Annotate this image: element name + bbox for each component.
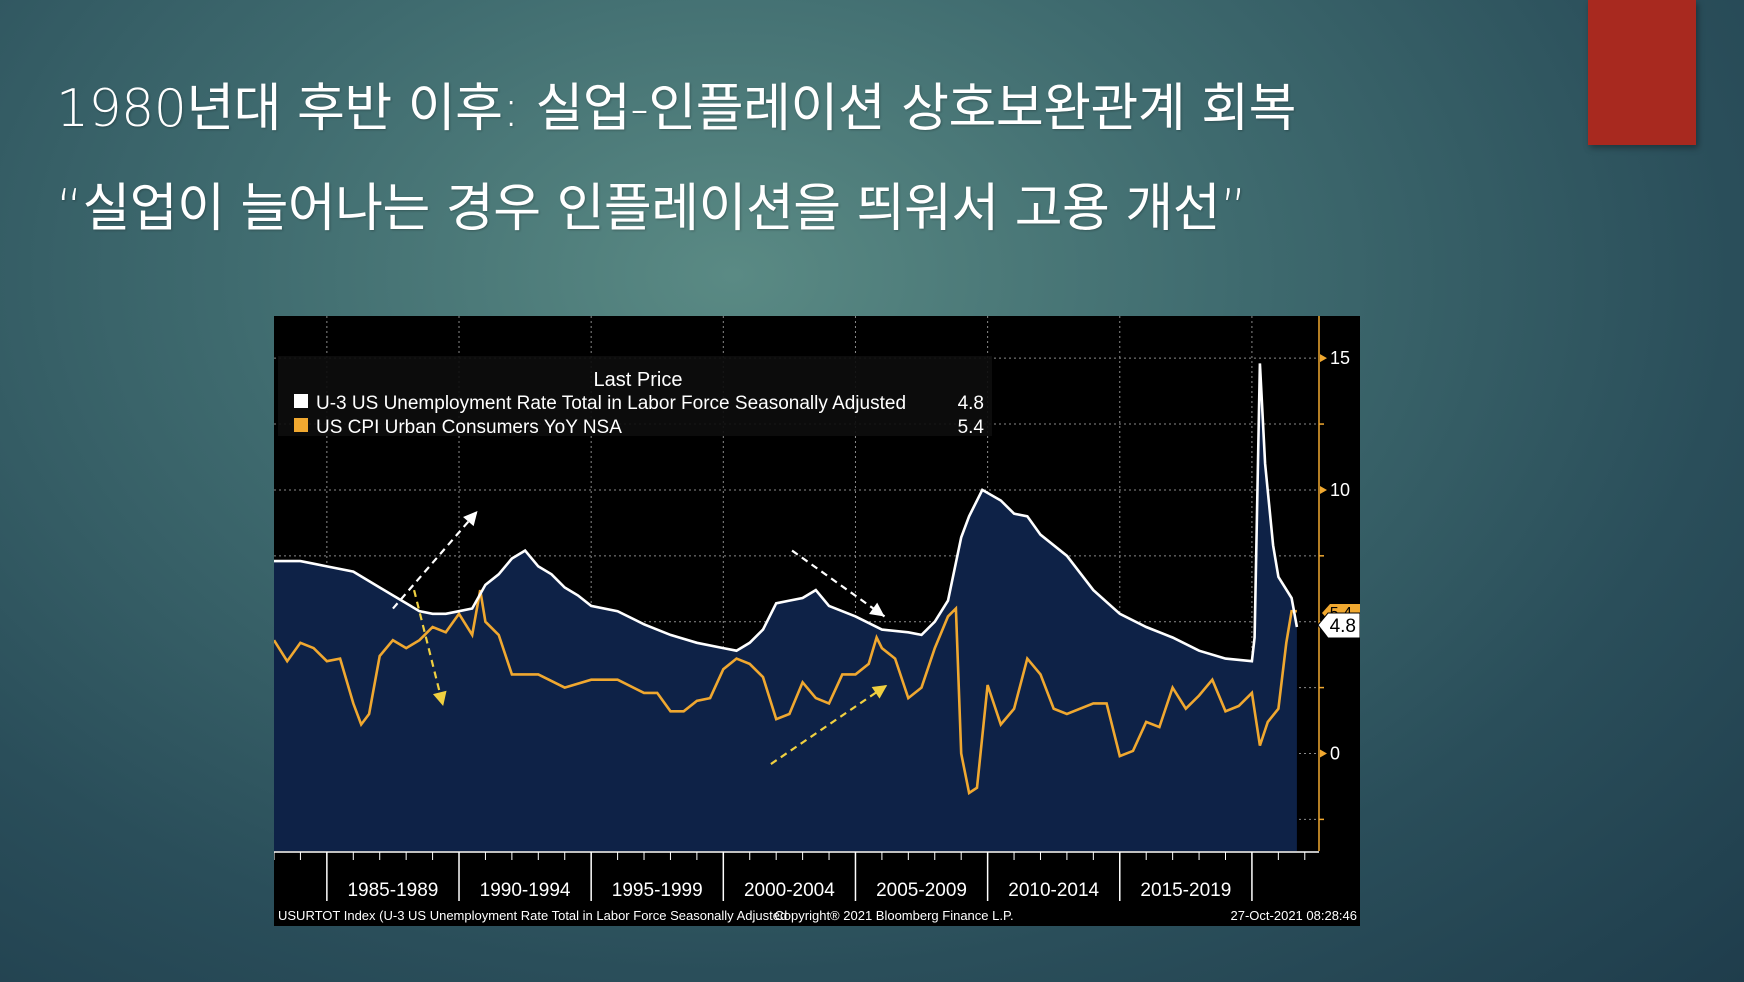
white-arrow-down xyxy=(791,549,886,618)
footer-copyright: Copyright® 2021 Bloomberg Finance L.P. xyxy=(774,908,1013,923)
white-arrow-up xyxy=(392,510,479,610)
legend-swatch-unemployment xyxy=(294,394,308,408)
x-period-label-2015-2019: 2015-2019 xyxy=(1140,880,1231,901)
y-tick-mark-0 xyxy=(1320,749,1327,758)
legend-box xyxy=(278,356,992,436)
legend-header: Last Price xyxy=(594,369,683,391)
cpi-line xyxy=(272,589,1297,796)
yellow-arrow-down-head xyxy=(432,690,447,707)
unemployment-area-fill xyxy=(274,363,1297,851)
x-period-label-1985-1989: 1985-1989 xyxy=(347,880,438,901)
slide-title: 1980년대 후반 이후: 실업-인플레이션 상호보완관계 회복 xyxy=(56,79,1296,139)
footer-timestamp: 27-Oct-2021 08:28:46 xyxy=(1231,908,1357,923)
x-period-label-2005-2009: 2005-2009 xyxy=(876,880,967,901)
legend: Last Price U-3 US Unemployment Rate Tota… xyxy=(278,356,992,438)
x-period-label-1995-1999: 1995-1999 xyxy=(612,880,703,901)
y-tick-mark-10 xyxy=(1320,485,1327,494)
y-tick-label-15: 15 xyxy=(1330,348,1350,368)
y-tick-label-10: 10 xyxy=(1330,480,1350,500)
x-period-label-2010-2014: 2010-2014 xyxy=(1008,880,1099,901)
unemployment-last-value-text: 4.8 xyxy=(1330,616,1356,637)
x-period-label-2000-2004: 2000-2004 xyxy=(744,880,835,901)
footer-source: USURTOT Index (U-3 US Unemployment Rate … xyxy=(278,908,787,923)
legend-value-unemployment: 4.8 xyxy=(958,393,984,414)
legend-value-cpi: 5.4 xyxy=(958,417,985,438)
yellow-arrow-down xyxy=(413,589,445,707)
legend-swatch-cpi xyxy=(294,418,308,432)
y-tick-label-0: 0 xyxy=(1330,743,1340,763)
x-period-label-1990-1994: 1990-1994 xyxy=(480,880,571,901)
slide-subtitle: “실업이 늘어나는 경우 인플레이션을 띄워서 고용 개선” xyxy=(56,179,1247,239)
red-accent-block xyxy=(1588,0,1696,145)
chart-panel: Last Price U-3 US Unemployment Rate Tota… xyxy=(272,316,1361,926)
white-arrow-up-head xyxy=(463,511,478,527)
y-tick-mark-15 xyxy=(1320,354,1327,363)
legend-label-unemployment: U-3 US Unemployment Rate Total in Labor … xyxy=(316,393,906,414)
unemployment-line xyxy=(274,363,1299,663)
yellow-arrow-up-head xyxy=(871,684,888,699)
white-arrow-down-head xyxy=(869,602,885,617)
bloomberg-chart: Last Price U-3 US Unemployment Rate Tota… xyxy=(272,316,1361,926)
legend-label-cpi: US CPI Urban Consumers YoY NSA xyxy=(316,417,622,438)
